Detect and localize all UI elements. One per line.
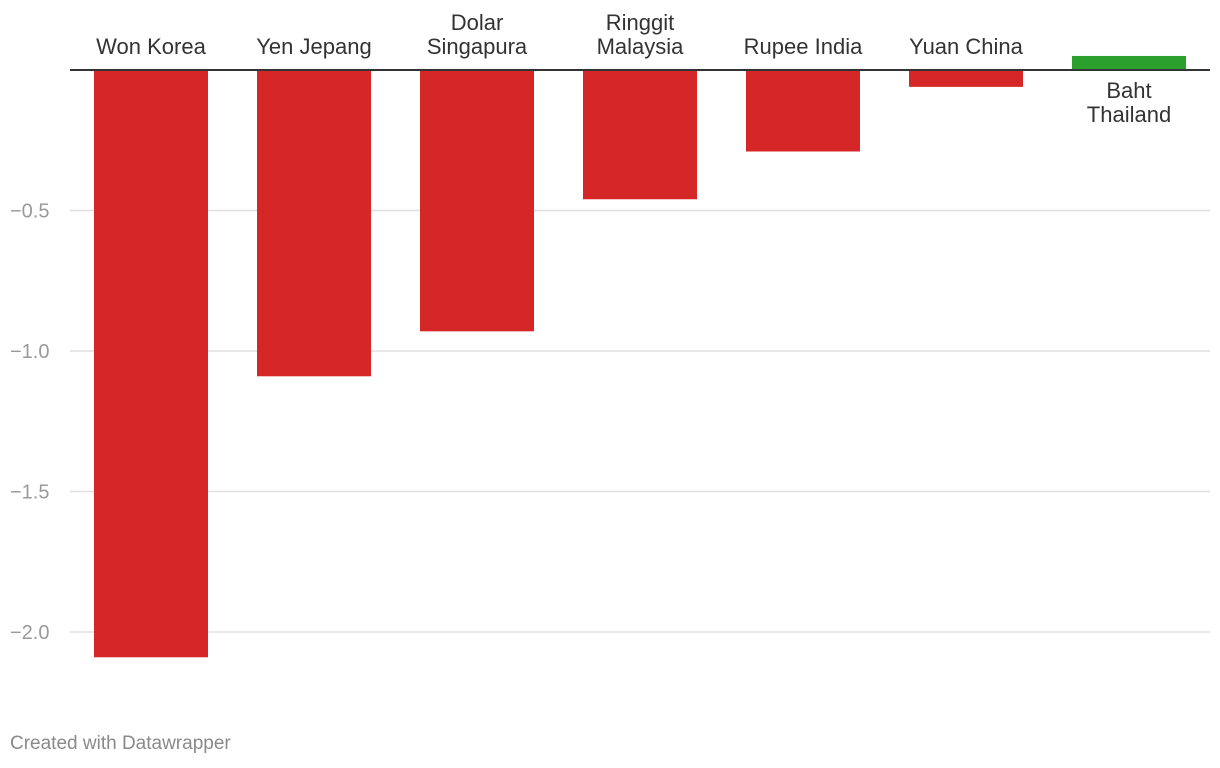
credit-text: Created with Datawrapper (10, 733, 231, 754)
category-label: Yen Jepang (256, 34, 371, 59)
category-label: Yuan China (909, 34, 1024, 59)
gridlines (70, 209, 1210, 633)
category-label: Malaysia (597, 34, 685, 59)
y-tick-label: −1.0 (10, 341, 49, 363)
bar (1072, 55, 1186, 70)
bar (94, 70, 208, 658)
y-tick-label: −2.0 (10, 622, 49, 644)
category-label: Baht (1106, 78, 1151, 103)
y-tick-label: −1.5 (10, 482, 49, 504)
category-label: Ringgit (606, 10, 674, 35)
bar (257, 70, 371, 377)
category-label: Thailand (1087, 102, 1171, 127)
category-label: Rupee India (744, 34, 863, 59)
category-label: Singapura (427, 34, 528, 59)
bar (746, 70, 860, 152)
category-label: Won Korea (96, 34, 206, 59)
bars (94, 55, 1186, 658)
y-axis-tick-labels: −0.5 −1.0 −1.5 −2.0 (10, 201, 49, 645)
bar (583, 70, 697, 200)
bar (420, 70, 534, 332)
bar (909, 70, 1023, 87)
y-tick-label: −0.5 (10, 201, 49, 223)
category-label: Dolar (451, 10, 504, 35)
